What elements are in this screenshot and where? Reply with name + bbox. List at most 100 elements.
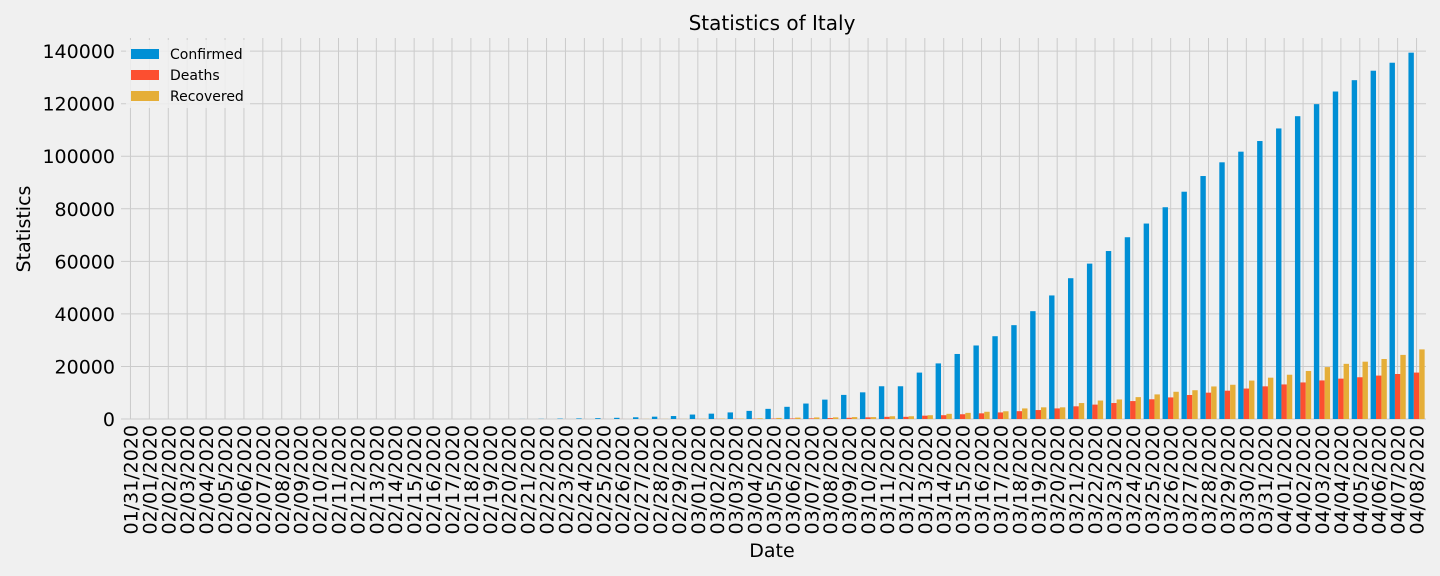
bar-confirmed: [1068, 278, 1074, 419]
y-tick-label: 40000: [55, 304, 115, 326]
x-tick-labels: 01/31/202002/01/202002/02/202002/03/2020…: [120, 425, 1428, 535]
bar-deaths: [789, 418, 796, 419]
bar-confirmed: [1162, 207, 1168, 419]
bar-confirmed: [1408, 52, 1414, 419]
bar-recovered: [1078, 403, 1085, 419]
bar-deaths: [1300, 382, 1306, 419]
bars: [122, 52, 1425, 420]
bar-confirmed: [614, 417, 620, 419]
bar-deaths: [922, 415, 928, 419]
bar-recovered: [814, 417, 820, 419]
x-tick-label: 04/02/2020: [1293, 425, 1315, 535]
x-tick-label: 04/05/2020: [1350, 425, 1372, 535]
bar-deaths: [959, 414, 966, 419]
legend-swatch: [131, 91, 159, 101]
y-tick-label: 80000: [55, 199, 115, 221]
x-tick-label: 01/31/2020: [120, 425, 142, 535]
x-tick-label: 02/10/2020: [310, 425, 332, 535]
bar-recovered: [1324, 367, 1331, 419]
x-tick-label: 03/05/2020: [764, 425, 786, 535]
bar-recovered: [1419, 349, 1425, 419]
x-tick-label: 03/17/2020: [990, 425, 1012, 535]
bar-confirmed: [595, 418, 601, 419]
x-tick-label: 02/28/2020: [650, 425, 672, 535]
x-tick-label: 03/09/2020: [839, 425, 861, 535]
bar-recovered: [927, 415, 933, 419]
x-tick-label: 02/04/2020: [196, 425, 218, 535]
bar-deaths: [865, 417, 871, 419]
bar-recovered: [1022, 408, 1028, 419]
bar-confirmed: [841, 394, 847, 419]
bar-recovered: [870, 417, 877, 419]
bar-confirmed: [973, 345, 979, 419]
x-tick-label: 02/08/2020: [272, 425, 294, 535]
x-tick-label: 03/28/2020: [1199, 425, 1221, 535]
x-tick-label: 02/05/2020: [215, 425, 237, 535]
bar-recovered: [1116, 399, 1123, 419]
bar-recovered: [1249, 380, 1255, 419]
legend-swatch: [131, 49, 159, 59]
bar-confirmed: [1294, 116, 1301, 419]
bar-recovered: [908, 416, 914, 419]
bar-confirmed: [935, 363, 942, 419]
x-tick-label: 03/27/2020: [1180, 425, 1202, 535]
x-tick-label: 03/06/2020: [782, 425, 804, 535]
bar-deaths: [1092, 404, 1098, 419]
bar-confirmed: [1011, 325, 1017, 419]
bar-recovered: [1381, 358, 1387, 419]
bar-recovered: [946, 413, 952, 419]
bar-confirmed: [803, 403, 809, 419]
bar-recovered: [1059, 407, 1066, 419]
bar-confirmed: [954, 353, 960, 419]
bar-deaths: [1357, 377, 1363, 419]
bar-recovered: [889, 416, 896, 419]
bar-recovered: [757, 418, 763, 419]
bar-deaths: [1130, 401, 1136, 419]
bar-recovered: [1003, 411, 1009, 419]
bar-confirmed: [1030, 311, 1036, 419]
x-tick-label: 02/11/2020: [329, 425, 351, 535]
x-tick-label: 03/19/2020: [1028, 425, 1050, 535]
x-tick-label: 03/07/2020: [801, 425, 823, 535]
bar-deaths: [1319, 380, 1325, 419]
bar-confirmed: [1049, 295, 1055, 419]
bar-recovered: [984, 411, 990, 419]
legend-label: Recovered: [170, 89, 244, 105]
bar-deaths: [884, 416, 890, 419]
legend-swatch: [131, 70, 159, 80]
legend-label: Confirmed: [170, 47, 243, 63]
x-tick-label: 03/10/2020: [858, 425, 880, 535]
x-tick-label: 03/13/2020: [915, 425, 937, 535]
x-tick-label: 03/31/2020: [1255, 425, 1277, 535]
x-tick-label: 03/21/2020: [1066, 425, 1088, 535]
x-tick-label: 04/06/2020: [1369, 425, 1391, 535]
bar-recovered: [1192, 390, 1198, 419]
bar-deaths: [808, 418, 815, 419]
x-tick-label: 02/17/2020: [442, 425, 464, 535]
bar-deaths: [1376, 375, 1382, 419]
bar-recovered: [1343, 363, 1349, 419]
bar-deaths: [1243, 388, 1250, 419]
x-tick-label: 02/22/2020: [537, 425, 559, 535]
bar-deaths: [1224, 390, 1231, 419]
x-tick-label: 02/12/2020: [347, 425, 369, 535]
x-tick-label: 03/11/2020: [877, 425, 899, 535]
bar-confirmed: [576, 418, 582, 419]
x-tick-label: 02/13/2020: [366, 425, 388, 535]
bar-confirmed: [878, 386, 885, 419]
x-tick-label: 03/30/2020: [1236, 425, 1258, 535]
y-tick-label: 120000: [42, 94, 115, 116]
x-tick-label: 02/24/2020: [574, 425, 596, 535]
x-tick-label: 02/15/2020: [404, 425, 426, 535]
x-tick-label: 02/14/2020: [385, 425, 407, 535]
x-tick-label: 03/14/2020: [934, 425, 956, 535]
bar-recovered: [1362, 361, 1368, 419]
y-tick-labels: 0 20000 40000 60000 80000 100000 120000 140000: [42, 41, 115, 431]
bar-deaths: [827, 418, 833, 419]
x-tick-label: 02/02/2020: [158, 425, 180, 535]
bar-deaths: [1413, 372, 1420, 419]
y-tick-label: 100000: [42, 146, 115, 168]
bar-recovered: [851, 417, 858, 419]
x-tick-label: 03/04/2020: [745, 425, 767, 535]
